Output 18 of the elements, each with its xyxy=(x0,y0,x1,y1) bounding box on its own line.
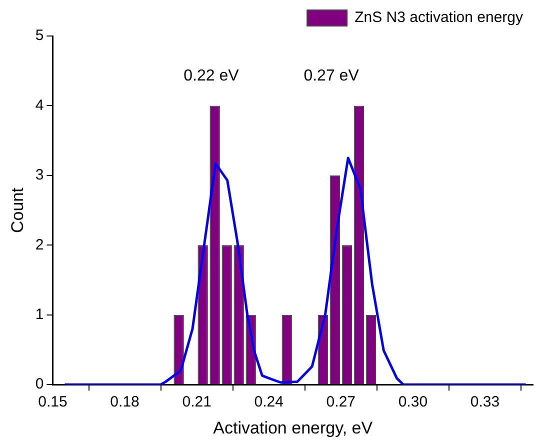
x-tick-label: 0.27 xyxy=(326,394,356,411)
y-axis-title: Count xyxy=(8,187,27,233)
annotation: 0.22 eV xyxy=(184,67,240,84)
y-tick-label: 4 xyxy=(35,96,44,114)
annotation: 0.27 eV xyxy=(304,67,360,84)
y-tick-label: 3 xyxy=(35,166,44,184)
y-tick-label: 0 xyxy=(35,376,44,393)
x-tick-label: 0.21 xyxy=(182,394,212,411)
x-tick-label: 0.24 xyxy=(254,394,284,411)
y-tick-label: 1 xyxy=(35,306,44,324)
x-tick-label: 0.18 xyxy=(110,394,140,411)
y-tick-label: 2 xyxy=(35,236,44,254)
legend-label: ZnS N3 activation energy xyxy=(354,9,524,26)
y-tick-label: 5 xyxy=(35,27,44,44)
x-axis-title: Activation energy, eV xyxy=(213,418,374,438)
x-tick-label: 0.15 xyxy=(38,394,68,411)
x-tick-label: 0.33 xyxy=(470,394,500,411)
x-tick-label: 0.30 xyxy=(398,394,428,411)
